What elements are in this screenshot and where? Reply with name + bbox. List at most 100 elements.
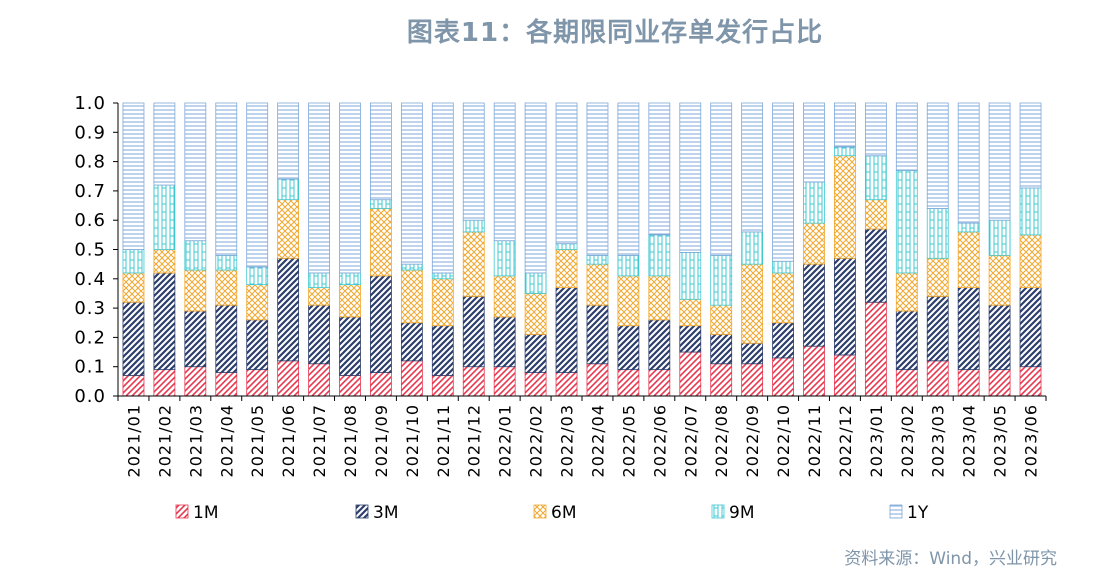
bar-1Y-2022-01 xyxy=(493,102,516,242)
bar-1M-2022-10 xyxy=(772,357,794,397)
bar-6M-2022-02 xyxy=(524,293,547,335)
bar-stack-2021-08 xyxy=(339,102,361,397)
bar-9M-2021-10 xyxy=(400,263,423,271)
bar-9M-2022-01 xyxy=(493,240,516,277)
bar-1M-2021-11 xyxy=(431,375,454,397)
y-tick-label: 0.8 xyxy=(74,152,106,173)
x-tick-label: 2022/05 xyxy=(619,404,638,477)
bar-1M-2022-08 xyxy=(710,363,733,397)
bar-1Y-2021-09 xyxy=(370,102,392,201)
bar-6M-2021-07 xyxy=(308,287,330,306)
bar-3M-2022-03 xyxy=(555,287,578,373)
bar-3M-2022-09 xyxy=(741,342,764,365)
bar-3M-2021-04 xyxy=(215,304,238,373)
bar-1M-2022-05 xyxy=(617,369,640,397)
bar-stack-2022-10 xyxy=(772,102,794,397)
x-tick-label: 2022/08 xyxy=(712,404,731,477)
bar-6M-2023-02 xyxy=(895,272,918,312)
x-tick-label: 2021/09 xyxy=(372,404,391,477)
bar-stack-2021-10 xyxy=(400,102,423,397)
bar-6M-2022-04 xyxy=(586,263,609,306)
bar-6M-2022-03 xyxy=(555,249,578,288)
bar-6M-2023-03 xyxy=(926,257,949,297)
bar-9M-2022-08 xyxy=(710,254,733,306)
legend-swatch xyxy=(889,504,903,519)
bar-stack-2021-05 xyxy=(246,102,269,397)
y-tick-label: 0.3 xyxy=(74,298,106,319)
bar-6M-2021-05 xyxy=(246,284,269,321)
x-tick-label: 2021/10 xyxy=(403,404,422,477)
legend-label: 3M xyxy=(373,503,398,523)
bar-9M-2022-02 xyxy=(524,272,547,294)
bar-1Y-2021-06 xyxy=(277,102,300,180)
bar-1Y-2022-11 xyxy=(803,102,825,183)
bar-stack-2023-04 xyxy=(957,102,980,397)
bar-3M-2022-12 xyxy=(834,257,856,356)
bar-6M-2021-10 xyxy=(400,269,423,324)
bar-stack-2021-03 xyxy=(184,102,207,397)
y-tick-label: 0.1 xyxy=(74,357,106,378)
y-tick-label: 0.7 xyxy=(74,181,106,202)
bar-3M-2022-11 xyxy=(803,263,825,347)
bar-1Y-2021-12 xyxy=(462,102,485,221)
bar-1Y-2021-01 xyxy=(122,102,145,250)
bar-1Y-2021-04 xyxy=(215,102,238,256)
x-tick-label: 2023/05 xyxy=(991,404,1010,477)
legend-label: 9M xyxy=(729,503,754,523)
bar-6M-2021-12 xyxy=(462,231,485,297)
bar-3M-2023-06 xyxy=(1019,287,1042,368)
bar-1Y-2022-03 xyxy=(555,102,578,245)
bar-3M-2021-07 xyxy=(308,304,330,365)
legend-item-9M: 9M xyxy=(711,503,754,523)
bar-3M-2021-12 xyxy=(462,295,485,368)
bar-1M-2022-07 xyxy=(679,351,702,397)
y-tick-label: 0.2 xyxy=(74,327,106,348)
x-tick-label: 2021/05 xyxy=(248,404,267,477)
x-tick-label: 2021/03 xyxy=(186,404,205,477)
bar-stack-2021-06 xyxy=(277,102,300,397)
bar-3M-2022-10 xyxy=(772,322,794,359)
source-note: 资料来源：Wind，兴业研究 xyxy=(844,549,1057,569)
bar-1Y-2022-07 xyxy=(679,102,702,253)
bar-9M-2023-01 xyxy=(864,155,887,201)
legend-swatch xyxy=(355,504,369,519)
x-tick-label: 2022/01 xyxy=(496,404,515,477)
bar-stack-2022-09 xyxy=(741,102,764,397)
bar-3M-2022-04 xyxy=(586,304,609,365)
bar-1Y-2022-06 xyxy=(648,102,671,236)
bar-1Y-2021-11 xyxy=(431,102,454,274)
bar-1M-2021-12 xyxy=(462,366,485,397)
bar-1Y-2021-02 xyxy=(153,102,176,186)
bar-1Y-2022-02 xyxy=(524,102,547,274)
bar-3M-2021-02 xyxy=(153,272,176,371)
bar-9M-2022-03 xyxy=(555,243,578,250)
legend-label: 1M xyxy=(193,503,218,523)
legend-swatch xyxy=(175,504,189,519)
bar-6M-2021-06 xyxy=(277,199,300,259)
bar-1M-2023-02 xyxy=(895,369,918,397)
bar-3M-2021-06 xyxy=(277,257,300,362)
bar-6M-2022-05 xyxy=(617,275,640,327)
bar-1Y-2021-10 xyxy=(400,102,423,265)
legend-item-6M: 6M xyxy=(533,503,576,523)
bar-9M-2022-04 xyxy=(586,254,609,265)
x-tick-label: 2021/08 xyxy=(341,404,360,477)
bar-3M-2022-05 xyxy=(617,325,640,371)
bar-6M-2022-08 xyxy=(710,304,733,335)
bar-1M-2021-06 xyxy=(277,360,300,397)
bar-6M-2021-02 xyxy=(153,249,176,274)
bar-3M-2021-03 xyxy=(184,310,207,368)
bar-3M-2022-02 xyxy=(524,334,547,373)
bar-1Y-2023-01 xyxy=(864,102,887,157)
legend-item-3M: 3M xyxy=(355,503,398,523)
bar-1M-2022-03 xyxy=(555,372,578,397)
bar-9M-2022-10 xyxy=(772,260,794,274)
bar-3M-2023-03 xyxy=(926,295,949,362)
bar-6M-2021-11 xyxy=(431,278,454,327)
bar-9M-2022-11 xyxy=(803,181,825,224)
bar-stack-2022-04 xyxy=(586,102,609,397)
bar-6M-2022-12 xyxy=(834,155,856,259)
bar-6M-2022-01 xyxy=(493,275,516,318)
bar-stack-2023-01 xyxy=(864,102,887,397)
bar-1Y-2023-02 xyxy=(895,102,918,171)
